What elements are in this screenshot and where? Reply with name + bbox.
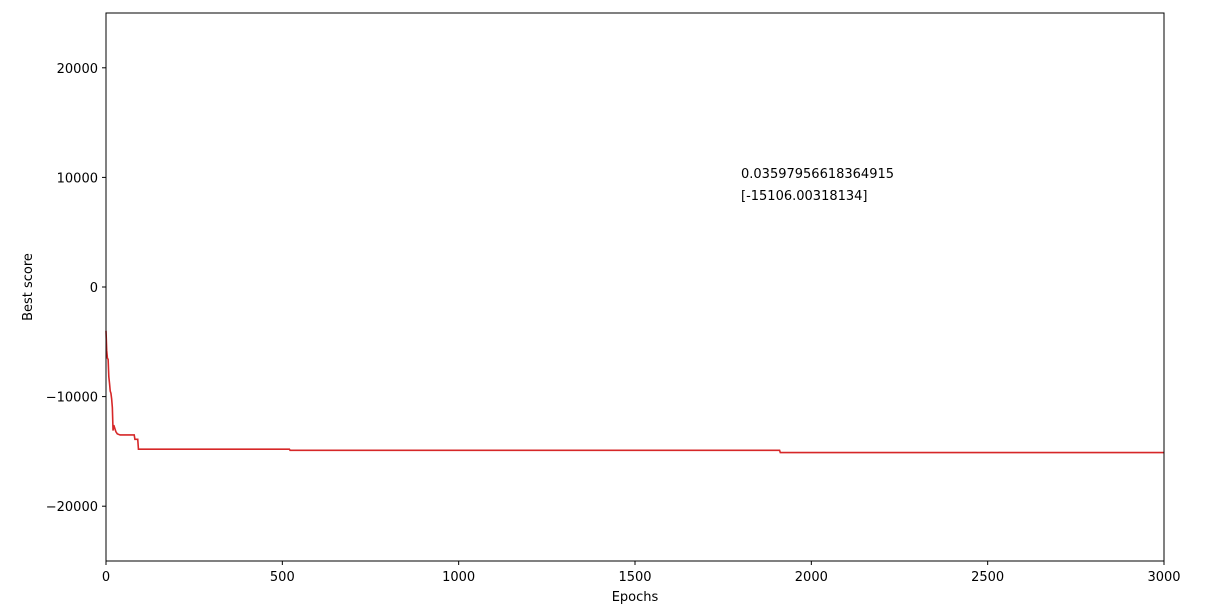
y-axis-label: Best score xyxy=(21,253,36,321)
x-tick-label: 1000 xyxy=(442,570,475,585)
y-tick-label: 0 xyxy=(90,281,98,296)
series-layer xyxy=(105,330,1164,454)
y-tick-label: −10000 xyxy=(46,391,98,406)
annotation-score: 0.03597956618364915 xyxy=(741,167,894,182)
x-tick-label: 2000 xyxy=(795,570,828,585)
x-tick-label: 1500 xyxy=(618,570,651,585)
plot-area-frame xyxy=(105,12,1165,562)
axis-ticks: 0 500 1000 1500 2000 2500 3000 20000 10000 0 −1000… xyxy=(46,62,1181,585)
x-tick-label: 500 xyxy=(270,570,295,585)
annotation-value: [-15106.00318134] xyxy=(741,189,868,204)
series-line xyxy=(105,330,1164,454)
y-tick-label: −20000 xyxy=(46,500,98,515)
y-tick-label: 20000 xyxy=(57,62,98,77)
x-axis-label: Epochs xyxy=(612,590,659,605)
x-tick-label: 2500 xyxy=(971,570,1004,585)
x-tick-label: 3000 xyxy=(1147,570,1180,585)
y-tick-label: 10000 xyxy=(57,171,98,186)
x-tick-label: 0 xyxy=(102,570,110,585)
